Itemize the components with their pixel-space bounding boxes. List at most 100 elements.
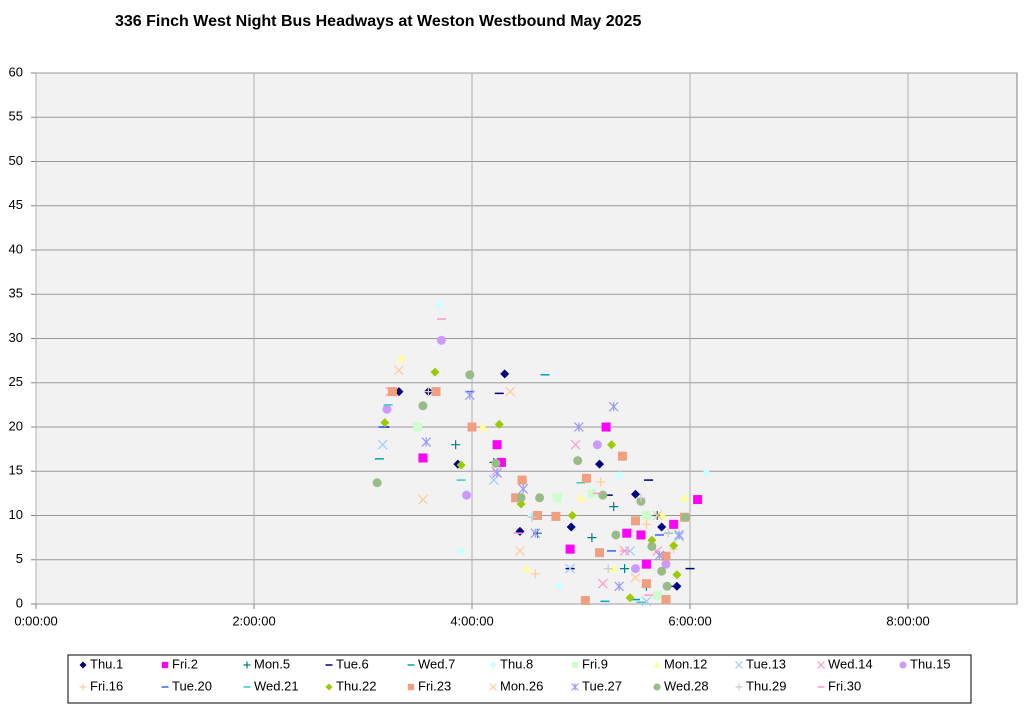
y-tick-label: 10 [9, 507, 23, 522]
legend-marker [79, 661, 87, 669]
point [680, 493, 690, 502]
point [620, 564, 630, 574]
point [672, 570, 682, 580]
point [464, 390, 475, 401]
legend-marker [735, 683, 743, 691]
legend-label: Fri.16 [90, 678, 123, 693]
legend-label: Tue.6 [336, 656, 369, 671]
point [436, 335, 446, 345]
point [662, 581, 672, 591]
point [413, 422, 422, 432]
point [587, 488, 597, 498]
point [382, 404, 392, 414]
point [611, 530, 621, 540]
legend-marker [817, 661, 825, 669]
y-tick-label: 40 [9, 241, 23, 256]
point [465, 370, 475, 380]
point [647, 541, 657, 551]
point [456, 546, 466, 556]
point [462, 490, 472, 500]
point [522, 564, 531, 573]
legend-label: Fri.9 [582, 656, 608, 671]
point [663, 528, 673, 538]
point [515, 545, 525, 556]
point [478, 422, 488, 431]
point [592, 440, 602, 450]
legend-marker [489, 661, 497, 669]
point [622, 528, 632, 538]
point [601, 422, 611, 432]
point [641, 579, 651, 589]
point [693, 495, 703, 505]
legend-label: Fri.2 [172, 656, 198, 671]
point [669, 541, 679, 551]
legend-label: Wed.21 [254, 678, 299, 693]
point [587, 533, 597, 543]
point [566, 522, 576, 532]
point [631, 516, 640, 526]
point [517, 475, 527, 485]
point [573, 456, 583, 466]
point [641, 559, 651, 569]
point [576, 493, 586, 502]
x-tick-label: 6:00:00 [668, 613, 711, 628]
point [652, 510, 663, 521]
y-tick-label: 25 [9, 374, 23, 389]
point [565, 544, 575, 554]
point [661, 551, 671, 561]
y-tick-label: 0 [16, 595, 23, 610]
point [565, 563, 576, 574]
point [456, 460, 466, 470]
point [491, 458, 501, 468]
legend-label: Mon.5 [254, 656, 290, 671]
point [617, 451, 627, 461]
point [451, 440, 461, 450]
legend-label: Mon.26 [500, 678, 543, 693]
legend-marker [735, 661, 743, 669]
legend-label: Thu.1 [90, 656, 123, 671]
legend-label: Mon.12 [664, 656, 707, 671]
legend-label: Thu.8 [500, 656, 533, 671]
point [434, 300, 444, 310]
y-tick-label: 5 [16, 551, 23, 566]
point [516, 493, 526, 503]
point [527, 512, 537, 522]
point [647, 535, 657, 545]
x-tick-label: 2:00:00 [232, 613, 275, 628]
point [641, 596, 652, 607]
point [377, 439, 388, 450]
y-tick-label: 35 [9, 286, 23, 301]
y-tick-label: 55 [9, 109, 23, 124]
point [492, 440, 502, 450]
point [418, 453, 428, 463]
legend-marker [571, 683, 579, 691]
point [669, 519, 679, 529]
y-tick-label: 30 [9, 330, 23, 345]
y-tick-label: 20 [9, 418, 23, 433]
point [625, 593, 635, 603]
point [554, 581, 564, 591]
point [505, 386, 516, 397]
point [657, 566, 667, 576]
point [661, 559, 671, 569]
legend-label: Tue.27 [582, 678, 622, 693]
point [595, 459, 605, 469]
point [607, 440, 617, 450]
point [573, 422, 584, 432]
y-tick-label: 15 [9, 463, 23, 478]
point [630, 572, 641, 583]
legend-label: Wed.14 [828, 656, 873, 671]
legend-marker [653, 661, 661, 668]
legend-marker [653, 683, 661, 691]
point [614, 471, 624, 481]
point [631, 489, 640, 499]
point [609, 564, 619, 573]
point [532, 511, 542, 520]
point [430, 367, 440, 377]
point [421, 437, 432, 447]
point [530, 528, 541, 539]
legend-label: Thu.22 [336, 678, 376, 693]
point [494, 419, 504, 429]
x-tick-label: 4:00:00 [450, 613, 493, 628]
legend-label: Thu.29 [746, 678, 786, 693]
